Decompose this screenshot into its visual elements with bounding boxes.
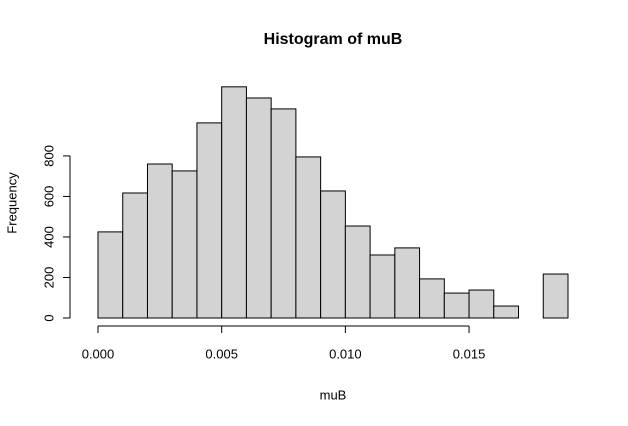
bar	[344, 225, 371, 319]
bar	[295, 156, 322, 319]
bar	[443, 292, 470, 319]
chart-title: Histogram of muB	[264, 31, 403, 48]
x-tick-label: 0.010	[329, 346, 362, 361]
bar	[196, 122, 223, 319]
bar	[394, 247, 421, 319]
bar	[542, 273, 569, 319]
y-tick-label: 200	[41, 267, 56, 289]
bar	[221, 86, 247, 319]
bar	[245, 97, 272, 319]
y-tick-label: 600	[41, 186, 56, 208]
y-axis-label: Frequency	[4, 172, 19, 234]
x-tick-label: 0.005	[205, 346, 238, 361]
bar	[320, 190, 346, 319]
x-tick-label: 0.000	[82, 346, 115, 361]
bar	[493, 305, 520, 319]
bar	[97, 231, 124, 319]
bar	[146, 163, 173, 319]
y-tick-label: 400	[41, 226, 56, 248]
bar	[270, 108, 297, 319]
y-tick-label: 800	[41, 145, 56, 167]
bar	[468, 289, 495, 319]
x-tick-label: 0.015	[453, 346, 486, 361]
bar	[171, 170, 198, 319]
bar	[419, 278, 445, 319]
bar	[369, 254, 396, 319]
x-axis-label: muB	[320, 387, 347, 402]
y-tick-label: 0	[41, 314, 56, 321]
bar	[122, 192, 148, 319]
